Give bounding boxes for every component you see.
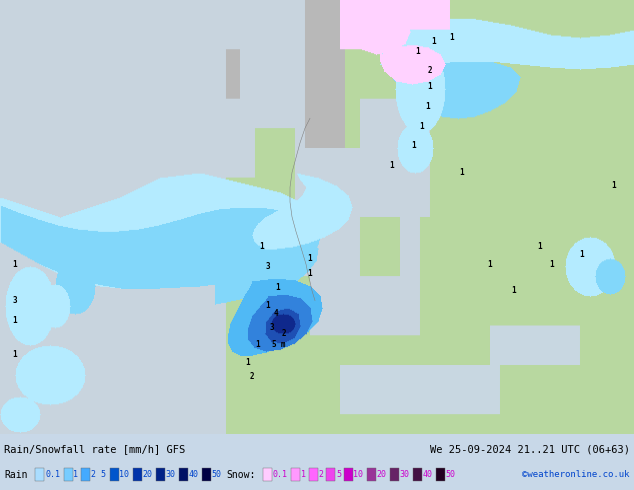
Bar bbox=[389, 468, 399, 481]
Text: 3: 3 bbox=[266, 262, 270, 270]
Text: 40: 40 bbox=[422, 470, 432, 479]
Bar bbox=[63, 468, 72, 481]
Text: 50: 50 bbox=[446, 470, 455, 479]
Text: 1: 1 bbox=[460, 168, 464, 177]
Text: 1: 1 bbox=[260, 242, 264, 251]
Bar bbox=[262, 468, 271, 481]
Bar bbox=[179, 468, 188, 481]
Text: 1: 1 bbox=[246, 358, 250, 367]
Polygon shape bbox=[400, 0, 634, 434]
Text: 2: 2 bbox=[318, 470, 323, 479]
Text: 1: 1 bbox=[256, 341, 261, 349]
Text: 1: 1 bbox=[428, 82, 432, 91]
Text: 1: 1 bbox=[612, 181, 616, 190]
Text: 40: 40 bbox=[188, 470, 198, 479]
Bar bbox=[366, 468, 375, 481]
Bar bbox=[380, 0, 634, 434]
Polygon shape bbox=[226, 248, 278, 434]
Text: 1: 1 bbox=[307, 254, 313, 263]
Bar bbox=[155, 468, 164, 481]
Text: 1: 1 bbox=[411, 141, 417, 150]
Text: 1: 1 bbox=[579, 250, 585, 259]
Text: Snow:: Snow: bbox=[226, 469, 256, 480]
Text: 30: 30 bbox=[399, 470, 410, 479]
Text: Rain: Rain bbox=[4, 469, 27, 480]
Text: 1: 1 bbox=[13, 350, 17, 359]
Bar bbox=[202, 468, 210, 481]
Bar bbox=[226, 217, 406, 434]
Text: 1: 1 bbox=[276, 283, 280, 293]
Text: ©weatheronline.co.uk: ©weatheronline.co.uk bbox=[522, 470, 630, 479]
Text: 0.1: 0.1 bbox=[273, 470, 287, 479]
Text: 1: 1 bbox=[512, 286, 516, 295]
Text: 1: 1 bbox=[416, 47, 420, 56]
Text: 3: 3 bbox=[269, 323, 275, 332]
Text: m: m bbox=[281, 341, 285, 349]
Text: 0.1: 0.1 bbox=[45, 470, 60, 479]
Text: 4: 4 bbox=[274, 309, 278, 318]
Text: 10: 10 bbox=[119, 470, 129, 479]
Text: 2: 2 bbox=[428, 67, 432, 75]
Text: 1: 1 bbox=[13, 316, 17, 325]
Text: 1: 1 bbox=[488, 260, 493, 269]
Text: 2 5: 2 5 bbox=[91, 470, 106, 479]
Text: 20: 20 bbox=[143, 470, 153, 479]
Text: 30: 30 bbox=[165, 470, 176, 479]
Text: We 25-09-2024 21..21 UTC (06+63): We 25-09-2024 21..21 UTC (06+63) bbox=[430, 444, 630, 454]
Text: 1: 1 bbox=[550, 260, 554, 269]
Text: 10: 10 bbox=[354, 470, 363, 479]
Text: 5: 5 bbox=[336, 470, 341, 479]
Bar bbox=[344, 468, 353, 481]
Text: 2: 2 bbox=[250, 372, 254, 381]
Text: 1: 1 bbox=[425, 102, 430, 111]
Text: 1: 1 bbox=[420, 122, 424, 131]
Text: Rain/Snowfall rate [mm/h] GFS: Rain/Snowfall rate [mm/h] GFS bbox=[4, 444, 185, 454]
Bar bbox=[133, 468, 141, 481]
Text: 3: 3 bbox=[13, 296, 17, 305]
Text: 1: 1 bbox=[450, 33, 455, 42]
Bar bbox=[310, 0, 400, 217]
Bar bbox=[81, 468, 90, 481]
Polygon shape bbox=[226, 160, 329, 434]
Text: 1: 1 bbox=[266, 301, 270, 310]
Bar bbox=[35, 468, 44, 481]
Text: 1: 1 bbox=[390, 161, 394, 170]
Text: 2: 2 bbox=[281, 329, 287, 338]
Bar bbox=[110, 468, 119, 481]
Bar bbox=[291, 468, 300, 481]
Text: 1: 1 bbox=[301, 470, 306, 479]
Text: 20: 20 bbox=[377, 470, 387, 479]
Bar bbox=[436, 468, 444, 481]
Bar bbox=[309, 468, 318, 481]
Text: 1: 1 bbox=[432, 37, 436, 46]
Bar bbox=[413, 468, 422, 481]
Text: 1: 1 bbox=[74, 470, 79, 479]
Text: 1: 1 bbox=[307, 270, 313, 278]
Bar bbox=[326, 468, 335, 481]
Text: 5: 5 bbox=[272, 341, 276, 349]
Text: 50: 50 bbox=[212, 470, 221, 479]
Text: 1: 1 bbox=[13, 260, 17, 269]
Text: 1: 1 bbox=[538, 242, 542, 251]
